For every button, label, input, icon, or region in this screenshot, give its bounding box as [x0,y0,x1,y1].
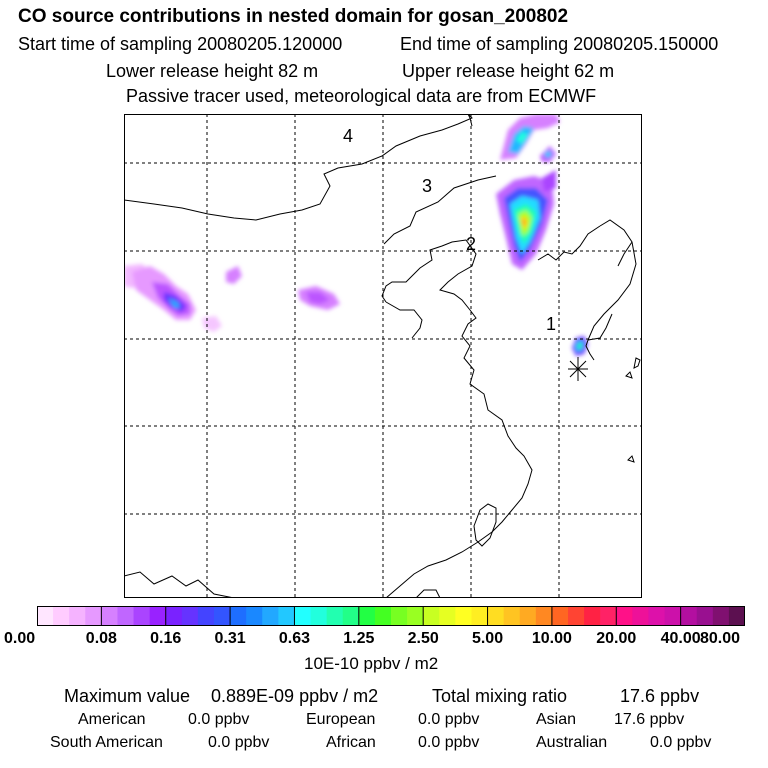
colorbar-cell [551,606,569,626]
colorbar-cell [278,606,296,626]
colorbar-tick-label: 80.00 [700,630,741,647]
colorbar-cell [326,606,344,626]
colorbar-cell [165,606,183,626]
colorbar-cell [503,606,521,626]
colorbar-cell [648,606,666,626]
colorbar-cell [197,606,215,626]
taiwan-coast [473,503,497,547]
sampling-end: End time of sampling 20080205.150000 [400,34,719,54]
colorbar-cell [310,606,328,626]
colorbar-tick-label: 0.00 [4,630,36,647]
colorbar-tick-label: 2.50 [407,630,439,647]
coastlines [124,114,641,598]
region-name: Australian [536,734,608,751]
colorbar-cell [568,606,585,626]
colorbar-cell [37,606,54,626]
region-value: 0.0 ppbv [650,734,712,751]
colorbar-tick-label: 20.00 [596,630,637,647]
region-name: Asian [536,711,577,728]
total-mixing-label: Total mixing ratio [432,686,568,706]
colorbar-cell [664,606,682,626]
colorbar-cell [117,606,135,626]
sampling-start: Start time of sampling 20080205.120000 [18,34,343,54]
colorbar-tick-label: 5.00 [471,630,504,647]
hainan-coast [415,589,441,598]
region-value: 0.0 ppbv [208,734,270,751]
colorbar-cell [423,606,440,626]
colorbar-cell [632,606,650,626]
colorbar [37,606,745,626]
map-frame [124,114,642,598]
colorbar-tick-label: 10.00 [531,630,572,647]
colorbar-cell [584,606,601,626]
colorbar-tick-label: 0.16 [150,630,182,647]
max-value: 0.889E-09 ppbv / m2 [211,686,379,706]
receptor-star-icon [568,357,588,381]
region-name: European [306,711,376,728]
upper-release-height: Upper release height 62 m [402,61,615,81]
day-marker-3: 3 [422,176,432,196]
max-value-label: Maximum value [64,686,191,706]
colorbar-cell [230,606,247,626]
tracer-info: Passive tracer used, meteorological data… [126,86,597,106]
colorbar-cell [728,606,745,626]
day-marker-4: 4 [343,126,353,146]
region-value: 0.0 ppbv [188,711,250,728]
colorbar-cell [294,606,312,626]
colorbar-cell [519,606,537,626]
day-marker-1: 1 [546,314,556,334]
colorbar-tick-label: 1.25 [343,630,375,647]
colorbar-cell [696,606,714,626]
total-mixing-value: 17.6 ppbv [620,686,700,706]
plot-title: CO source contributions in nested domain… [18,6,569,27]
colorbar-cell [439,606,456,626]
colorbar-cell [53,606,70,626]
colorbar-cell [181,606,199,626]
colorbar-cell [535,606,553,626]
colorbar-cell [214,606,231,626]
colorbar-cell [712,606,730,626]
region-value: 0.0 ppbv [418,734,480,751]
colorbar-cell [455,606,473,626]
concentration-field [124,114,588,356]
colorbar-cell [149,606,167,626]
colorbar-cell [487,606,505,626]
region-name: African [326,734,376,751]
colorbar-cell [133,606,151,626]
lat-lon-grid [124,114,642,598]
colorbar-cell [407,606,424,626]
colorbar-cell [69,606,86,626]
colorbar-unit: 10E-10 ppbv / m2 [304,654,439,673]
colorbar-tick-label: 0.08 [85,630,117,647]
colorbar-cell [358,606,376,626]
colorbar-cell [680,606,698,626]
region-name: South American [50,734,163,751]
colorbar-cell [471,606,489,626]
region-value: 17.6 ppbv [614,711,685,728]
colorbar-cell [342,606,360,626]
region-name: American [78,711,146,728]
colorbar-cell [391,606,408,626]
region-value: 0.0 ppbv [418,711,480,728]
colorbar-cell [262,606,279,626]
colorbar-cell [85,606,102,626]
footprint-map: 4 3 2 1 [124,114,642,598]
colorbar-tick-label: 0.31 [214,630,246,647]
lower-release-height: Lower release height 82 m [106,61,319,81]
colorbar-cell [616,606,633,626]
colorbar-cell [101,606,119,626]
day-marker-2: 2 [466,234,476,254]
colorbar-cell [374,606,392,626]
colorbar-tick-label: 0.63 [278,630,311,647]
colorbar-cell [246,606,263,626]
colorbar-tick-label: 40.00 [660,630,701,647]
colorbar-cell [600,606,617,626]
